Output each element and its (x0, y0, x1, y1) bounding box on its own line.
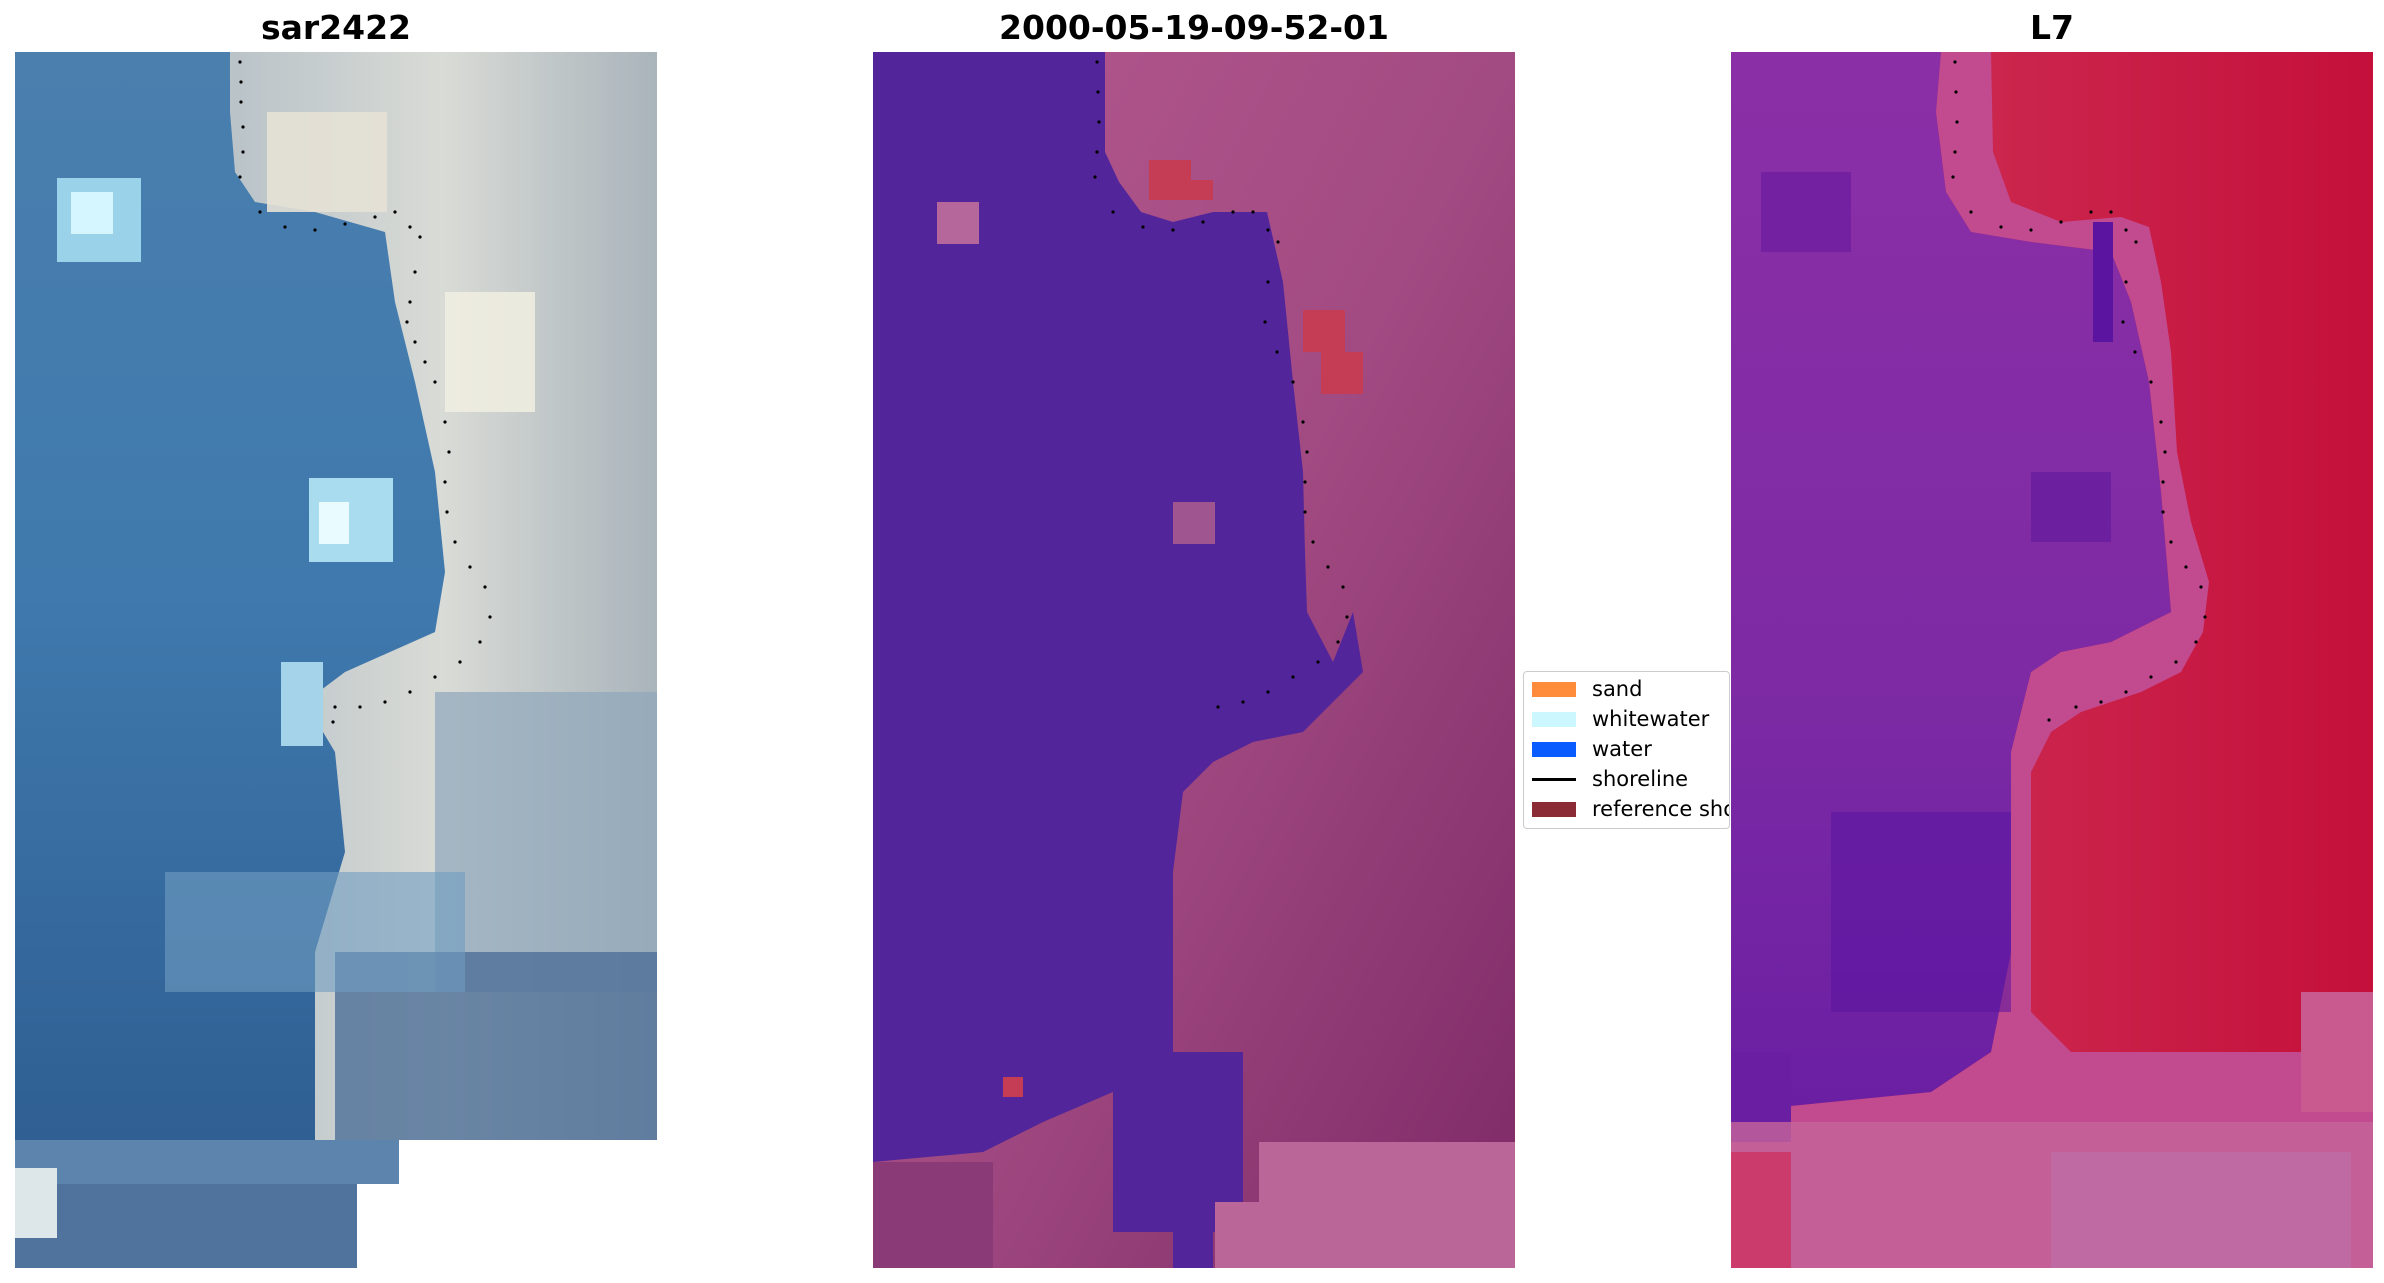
shoreline-line-swatch (1532, 777, 1576, 781)
legend-label-sand: sand (1592, 677, 1643, 701)
index-image-panel (1731, 52, 2373, 1268)
classified-image (873, 52, 1515, 1268)
panel-title-index: L7 (2030, 8, 2074, 47)
legend-item-shoreline: shoreline (1532, 767, 1689, 791)
sand-swatch (1532, 681, 1576, 697)
legend-label-water: water (1592, 737, 1652, 761)
rgb-image (15, 52, 657, 1268)
whitewater-swatch (1532, 711, 1576, 727)
index-image (1731, 52, 2373, 1268)
classified-image-panel (873, 52, 1515, 1268)
legend-item-sand: sand (1532, 677, 1643, 701)
shoreline-dots (1093, 60, 1349, 709)
legend-label-shoreline: shoreline (1592, 767, 1689, 791)
shoreline-dots (238, 60, 492, 724)
legend-item-whitewater: whitewater (1532, 707, 1710, 731)
legend-label-whitewater: whitewater (1592, 707, 1710, 731)
panel-title-rgb: sar2422 (260, 8, 412, 47)
water-swatch (1532, 741, 1576, 757)
shoreline-dots (1951, 60, 2207, 722)
rgb-image-panel (15, 52, 657, 1268)
legend-label-reference-shoreline: reference shoreline (1592, 797, 1729, 821)
legend-item-reference-shoreline: reference shoreline (1532, 797, 1729, 821)
legend-item-water: water (1532, 737, 1652, 761)
panel-title-classified: 2000-05-19-09-52-01 (999, 8, 1389, 47)
legend: sand whitewater water shoreline referenc… (1523, 671, 1730, 829)
reference-shoreline-swatch (1532, 801, 1576, 817)
